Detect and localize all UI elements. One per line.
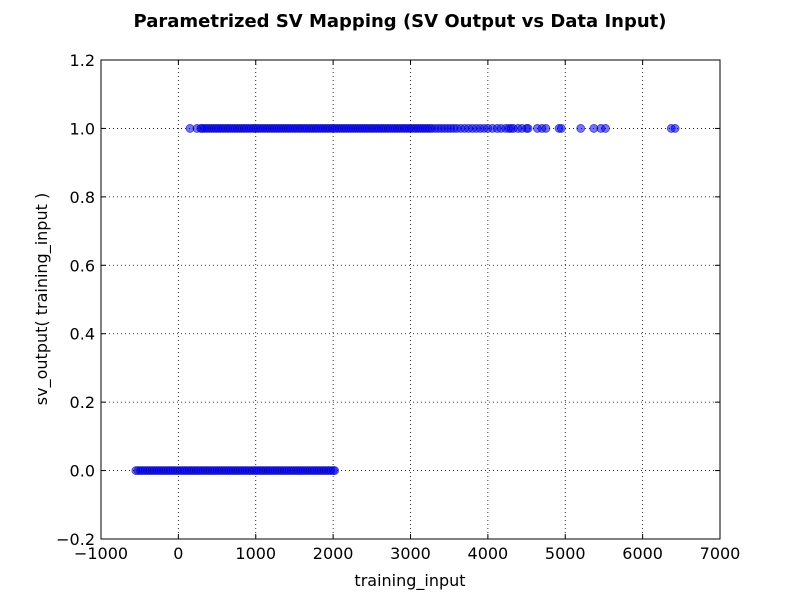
x-tick-label: 2000 xyxy=(313,544,354,563)
data-point xyxy=(670,124,680,133)
data-point xyxy=(601,124,610,133)
x-tick-label: 3000 xyxy=(390,544,431,563)
y-tick-label: 1.0 xyxy=(70,119,95,138)
y-tick-label: 0.8 xyxy=(70,188,95,207)
chart-title: Parametrized SV Mapping (SV Output vs Da… xyxy=(134,11,667,32)
axis-ticks xyxy=(100,59,721,540)
y-tick-label: 0.0 xyxy=(70,462,95,481)
data-point xyxy=(330,466,340,475)
x-tick-labels: −1000 0 1000 2000 3000 4000 5000 6000 7000 xyxy=(74,544,740,563)
data-points xyxy=(131,124,680,475)
x-tick-label: 7000 xyxy=(700,544,741,563)
data-point xyxy=(523,124,533,133)
x-tick-label: 0 xyxy=(173,544,183,563)
y-tick-label: 1.2 xyxy=(70,51,95,70)
x-tick-label: −1000 xyxy=(74,544,128,563)
data-point xyxy=(556,124,566,133)
y-tick-label: 0.4 xyxy=(70,325,95,344)
y-tick-labels: −0.2 0.0 0.2 0.4 0.6 0.8 1.0 1.2 xyxy=(56,51,95,549)
y-tick-label: 0.6 xyxy=(70,256,95,275)
data-point xyxy=(576,124,586,133)
y-tick-label: −0.2 xyxy=(56,530,95,549)
x-tick-label: 4000 xyxy=(468,544,509,563)
y-tick-label: 0.2 xyxy=(70,393,95,412)
x-tick-label: 6000 xyxy=(622,544,663,563)
x-axis-label: training_input xyxy=(354,571,465,591)
x-tick-label: 5000 xyxy=(545,544,586,563)
data-point xyxy=(541,124,551,133)
x-tick-label: 1000 xyxy=(235,544,276,563)
y-axis-label: sv_output( training_input ) xyxy=(32,193,52,405)
